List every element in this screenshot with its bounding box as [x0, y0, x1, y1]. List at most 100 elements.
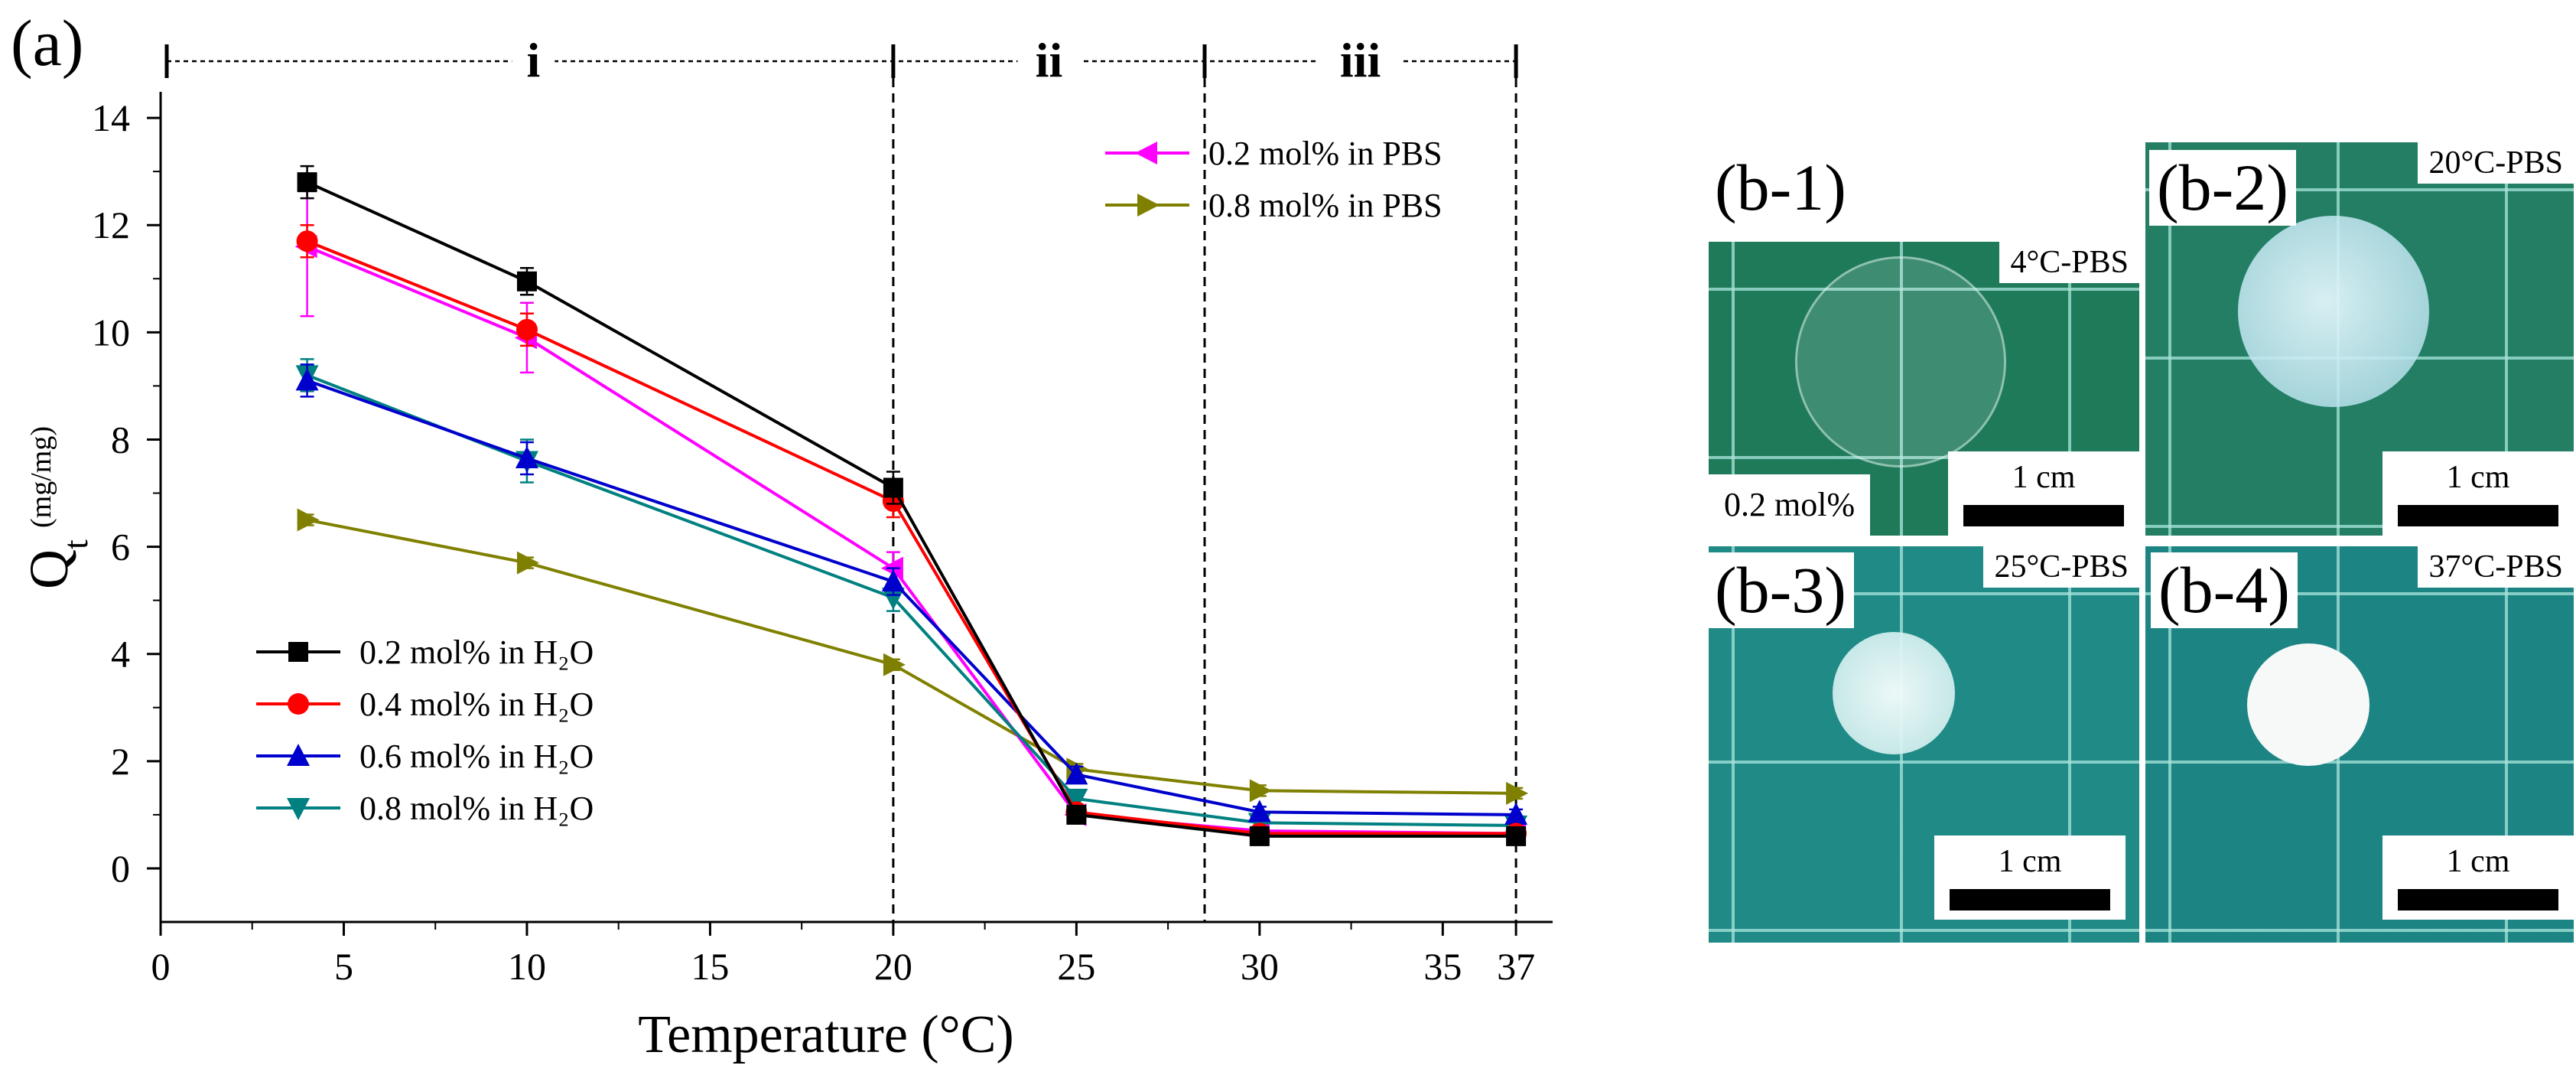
x-tick-label: 37: [1497, 945, 1535, 988]
legend-label: 0.8 mol% in H₂O: [359, 790, 594, 827]
photo-concentration-tag: 0.2 mol%: [1709, 474, 1871, 536]
x-tick-label: 0: [151, 945, 171, 988]
photo-panel-label: (b-3): [1707, 552, 1854, 628]
legend-marker: [1135, 142, 1157, 165]
series-0-4-mol-in-h-o: [296, 223, 1527, 845]
data-point: [295, 368, 319, 391]
x-tick-label: 35: [1423, 945, 1462, 988]
series-line: [306, 181, 1517, 838]
hydrogel-disc: [2246, 643, 2369, 767]
y-tick-label: 0: [111, 847, 130, 890]
x-tick-label: 15: [691, 945, 729, 988]
data-point: [297, 508, 320, 532]
x-tick-label: 5: [334, 945, 353, 988]
photo-condition-tag: 37°C-PBS: [2418, 546, 2574, 588]
photo-b3: 25°C-PBS 1 cm: [1709, 546, 2139, 943]
scale-bar: [1950, 889, 2110, 910]
photo-condition-tag: 4°C-PBS: [1999, 242, 2139, 284]
y-tick-label: 2: [111, 740, 130, 783]
photo-condition-tag: 25°C-PBS: [1983, 546, 2139, 588]
x-tick-label: 25: [1057, 945, 1095, 988]
hydrogel-disc: [1794, 256, 2006, 467]
x-tick-label: 20: [874, 945, 912, 988]
x-axis-label: Temperature (°C): [638, 1005, 1013, 1064]
y-tick-label: 4: [111, 633, 130, 676]
region-label: i: [526, 33, 540, 87]
data-point: [1066, 804, 1087, 825]
data-point: [515, 445, 538, 468]
data-point: [883, 653, 906, 676]
series-line: [306, 239, 1517, 836]
legend-label: 0.4 mol% in H₂O: [359, 686, 594, 723]
data-point: [1249, 826, 1270, 846]
legend-label: 0.2 mol% in H₂O: [359, 634, 594, 671]
data-point: [1506, 826, 1527, 846]
x-tick-label: 30: [1241, 945, 1279, 988]
region-label: ii: [1036, 33, 1063, 87]
legend-label: 0.8 mol% in PBS: [1208, 187, 1442, 224]
y-tick-label: 6: [111, 526, 130, 568]
y-tick-label: 14: [92, 96, 130, 139]
data-point: [881, 569, 905, 592]
data-point: [516, 271, 537, 292]
data-point: [1504, 802, 1528, 825]
scale-bar-label: 1 cm: [2446, 844, 2510, 879]
scale-bar-label: 1 cm: [2012, 460, 2076, 495]
legend-marker: [288, 693, 309, 715]
photo-panel-label: (b-4): [2151, 552, 2298, 628]
hydrogel-disc: [2238, 216, 2430, 408]
legend-marker: [1137, 194, 1160, 217]
x-tick-label: 10: [508, 945, 546, 988]
scale-bar-label: 1 cm: [2446, 460, 2510, 495]
data-point: [297, 172, 317, 193]
series-0-8-mol-in-pbs: [297, 508, 1529, 805]
series-0-6-mol-in-h-o: [295, 363, 1528, 825]
scale-bar-box: 1 cm: [2382, 451, 2574, 536]
region-label: iii: [1340, 33, 1381, 87]
series-line: [307, 518, 1517, 795]
y-tick-label: 12: [92, 204, 130, 246]
y-tick-label: 8: [111, 418, 130, 461]
photo-condition-tag: 20°C-PBS: [2418, 142, 2574, 184]
data-point: [516, 551, 539, 575]
data-point: [881, 588, 905, 611]
region-label-bg: [1319, 34, 1402, 80]
y-axis-label-main: Q: [18, 549, 80, 589]
series-line: [306, 245, 1517, 836]
data-point: [1249, 779, 1272, 803]
legend-right: 0.2 mol% in PBS 0.8 mol% in PBS: [1105, 135, 1442, 224]
data-point: [1247, 800, 1271, 823]
scale-bar-box: 1 cm: [1934, 836, 2126, 920]
data-point: [1506, 781, 1529, 805]
data-point: [883, 477, 903, 498]
series-line: [306, 379, 1517, 816]
scale-bar-label: 1 cm: [1998, 844, 2062, 879]
legend-label: 0.2 mol% in PBS: [1208, 135, 1442, 172]
data-point: [1065, 762, 1088, 785]
hydrogel-disc: [1833, 631, 1956, 754]
photo-b1: 4°C-PBS 1 cm 0.2 mol%: [1709, 242, 2139, 536]
legend-label: 0.6 mol% in H₂O: [359, 738, 594, 775]
scale-bar-box: 1 cm: [2382, 836, 2574, 920]
chart-panel-a: (a) 0 5 10 15 20 25 30 35 37 0 2 4 6 8 10 12 14 Temperatu…: [11, 6, 1553, 1064]
legend-marker: [287, 744, 310, 766]
scale-bar-box: 1 cm: [1948, 451, 2139, 536]
scale-bar: [2398, 505, 2558, 526]
legend-marker: [287, 798, 310, 820]
legend-left: 0.2 mol% in H₂O 0.4 mol% in H₂O 0.6 mol% i…: [256, 634, 594, 827]
y-axis-label: Qt (mg/mg): [18, 426, 95, 589]
region-label-bg: [512, 34, 555, 80]
series-0-2-mol-in-h-o: [297, 165, 1527, 846]
legend-marker: [288, 642, 308, 662]
data-point: [516, 318, 538, 340]
scale-bar: [2398, 889, 2558, 910]
y-tick-label: 10: [92, 311, 130, 353]
y-axis-label-unit: (mg/mg): [25, 426, 57, 528]
region-label-bg: [1017, 34, 1081, 80]
data-point: [296, 230, 318, 252]
scale-bar: [1963, 505, 2124, 526]
y-axis-label-sub: t: [56, 539, 95, 549]
panel-a-label: (a): [11, 6, 83, 80]
data-point: [1065, 788, 1088, 811]
photo-panel-label: (b-2): [2149, 150, 2296, 226]
